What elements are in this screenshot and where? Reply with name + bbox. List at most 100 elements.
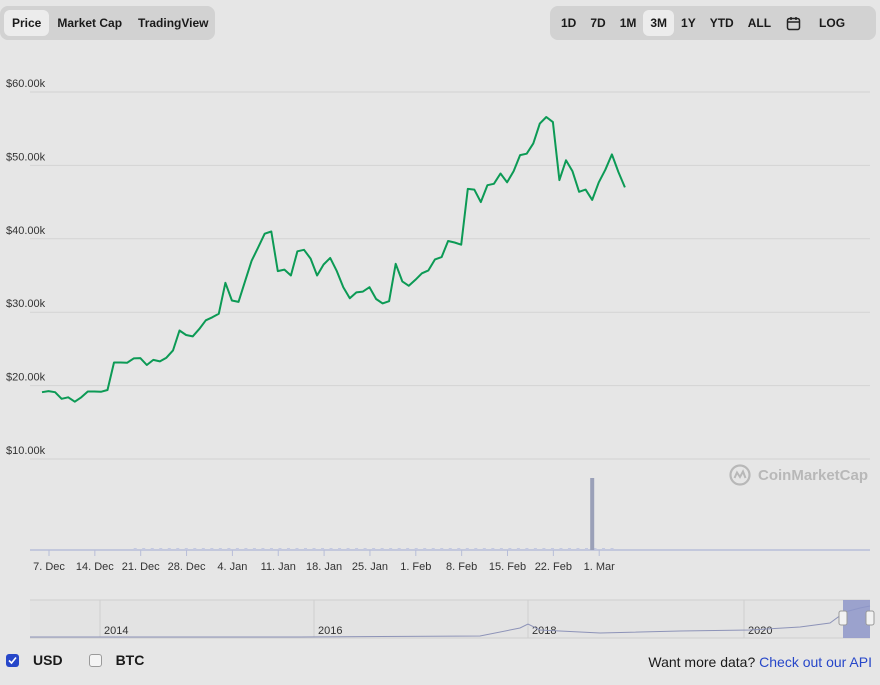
range-3m[interactable]: 3M	[643, 10, 675, 36]
navigator-year-label: 2016	[318, 625, 342, 637]
y-tick-label: $60.00k	[6, 78, 46, 90]
x-tick-label: 15. Feb	[489, 561, 526, 573]
volume-bar	[525, 548, 529, 550]
volume-bar	[533, 548, 537, 550]
range-all[interactable]: ALL	[747, 16, 772, 30]
volume-bar	[448, 548, 452, 550]
volume-bar	[278, 548, 282, 550]
volume-bar	[218, 548, 222, 550]
tab-market-cap[interactable]: Market Cap	[57, 16, 123, 30]
x-tick-label: 25. Jan	[352, 561, 388, 573]
volume-bar	[338, 548, 342, 550]
volume-bar	[559, 548, 563, 550]
volume-bar	[465, 548, 469, 550]
tab-tradingview[interactable]: TradingView	[138, 16, 209, 30]
y-tick-label: $50.00k	[6, 151, 46, 163]
x-tick-label: 21. Dec	[122, 561, 160, 573]
volume-bar	[329, 548, 333, 550]
x-tick-label: 8. Feb	[446, 561, 477, 573]
volume-bar	[499, 548, 503, 550]
volume-bar	[508, 548, 512, 550]
volume-bar	[516, 548, 520, 550]
volume-bar	[576, 548, 580, 550]
volume-bar	[184, 548, 188, 550]
volume-bar	[550, 548, 554, 550]
volume-bar	[321, 548, 325, 550]
range-1m[interactable]: 1M	[619, 16, 637, 30]
tab-price[interactable]: Price	[4, 10, 50, 36]
navigator-year-label: 2018	[532, 625, 556, 637]
range-ytd[interactable]: YTD	[709, 16, 734, 30]
volume-bar	[150, 548, 154, 550]
checkmark-icon	[8, 656, 17, 664]
volume-bar	[567, 548, 571, 550]
calendar-icon[interactable]	[778, 10, 808, 36]
volume-bar	[133, 548, 137, 550]
volume-bar	[482, 548, 486, 550]
navigator-handle[interactable]	[865, 610, 875, 626]
log-scale-button[interactable]: LOG	[819, 16, 846, 30]
volume-bar	[176, 548, 180, 550]
usd-label: USD	[33, 652, 63, 668]
volume-bar	[312, 548, 316, 550]
volume-bar	[389, 548, 393, 550]
chart-type-tabs: Price Market Cap TradingView	[0, 6, 215, 40]
volume-bar	[584, 548, 588, 550]
volume-bar	[252, 548, 256, 550]
x-tick-label: 18. Jan	[306, 561, 342, 573]
x-tick-label: 1. Mar	[584, 561, 616, 573]
navigator-year-label: 2020	[748, 625, 772, 637]
volume-bar	[602, 548, 606, 550]
volume-bar	[201, 548, 205, 550]
volume-bar	[372, 548, 376, 550]
x-tick-label: 1. Feb	[400, 561, 431, 573]
volume-bar	[380, 548, 384, 550]
volume-bar	[491, 548, 495, 550]
volume-bar	[244, 548, 248, 550]
volume-bar	[414, 548, 418, 550]
price-chart: $10.00k $20.00k $30.00k $40.00k $50.00k $60.0…	[6, 78, 875, 639]
volume-bar	[193, 548, 197, 550]
volume-bar	[235, 548, 239, 550]
x-tick-label: 22. Feb	[535, 561, 572, 573]
volume-bar	[423, 548, 427, 550]
btc-checkbox[interactable]	[88, 653, 102, 667]
volume-bar	[286, 548, 290, 550]
volume-bar	[363, 548, 367, 550]
api-link[interactable]: Check out our API	[759, 654, 872, 670]
navigator-handle[interactable]	[838, 610, 848, 626]
volume-bar	[346, 548, 350, 550]
y-tick-label: $40.00k	[6, 225, 46, 237]
api-promo: Want more data? Check out our API	[648, 654, 872, 670]
y-tick-label: $20.00k	[6, 372, 46, 384]
range-1y[interactable]: 1Y	[681, 16, 696, 30]
price-line	[41, 116, 626, 403]
range-buttons: 1D 7D 1M 3M 1Y YTD ALL	[554, 10, 778, 36]
volume-bar	[269, 548, 273, 550]
currency-toggles: USD BTC	[6, 652, 170, 668]
range-1d[interactable]: 1D	[561, 16, 577, 30]
volume-bar	[457, 548, 461, 550]
volume-bar	[440, 548, 444, 550]
volume-bar	[355, 548, 359, 550]
more-data-text: Want more data?	[648, 654, 756, 670]
volume-spike	[590, 478, 595, 550]
volume-bar	[431, 548, 435, 550]
x-tick-label: 4. Jan	[217, 561, 247, 573]
volume-bar	[593, 548, 597, 550]
volume-bar	[261, 548, 265, 550]
volume-bar	[295, 548, 299, 550]
usd-checkbox[interactable]	[6, 653, 19, 667]
navigator-year-label: 2014	[104, 625, 128, 637]
range-7d[interactable]: 7D	[590, 16, 606, 30]
coinmarketcap-logo-icon	[729, 464, 751, 486]
btc-label: BTC	[115, 652, 145, 668]
volume-bar	[227, 548, 231, 550]
volume-bar	[142, 548, 146, 550]
navigator-bg	[30, 600, 870, 638]
x-tick-label: 14. Dec	[76, 561, 114, 573]
coinmarketcap-watermark: CoinMarketCap	[728, 463, 868, 487]
volume-bar	[397, 548, 401, 550]
y-tick-label: $30.00k	[6, 298, 46, 310]
volume-bar	[167, 548, 171, 550]
